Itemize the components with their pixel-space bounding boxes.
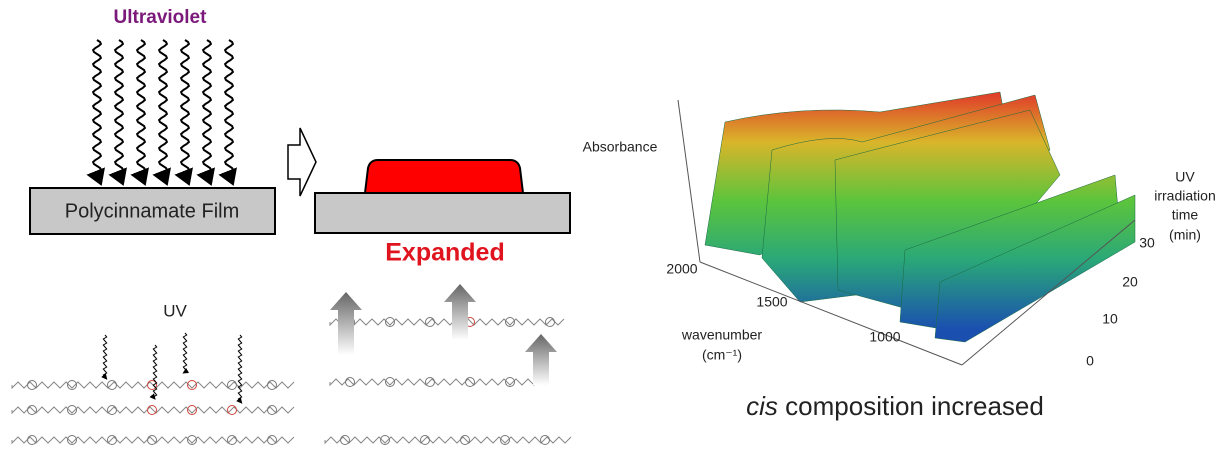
ring <box>268 406 277 415</box>
y-axis-label: UV <box>1175 169 1195 185</box>
molecules <box>12 318 571 445</box>
x-axis-label: wavenumber <box>681 327 762 343</box>
expansion-arrows <box>330 284 557 385</box>
uv-arrow <box>115 40 123 184</box>
ring <box>108 381 117 390</box>
uv-arrows <box>93 40 233 184</box>
caption-italic: cis <box>746 391 778 421</box>
y-axis-label: (min) <box>1169 227 1201 243</box>
uv-arrow <box>93 40 101 184</box>
ring <box>461 436 470 445</box>
caption: cis composition increased <box>746 391 1044 421</box>
ring <box>28 381 37 390</box>
ring <box>541 436 550 445</box>
polymer-chain <box>12 437 294 443</box>
expanded-label: Expanded <box>385 239 504 267</box>
polymer-chain <box>330 319 564 325</box>
uv-arrow <box>159 40 167 184</box>
ring <box>108 406 117 415</box>
uv-small-arrow <box>103 335 106 379</box>
ring <box>346 378 355 387</box>
ring <box>148 436 157 445</box>
y-tick-label: 30 <box>1139 235 1155 251</box>
ring <box>268 436 277 445</box>
film-label: Polycinnamate Film <box>65 200 240 222</box>
ring <box>466 378 475 387</box>
ring <box>421 436 430 445</box>
x-tick-label: 1500 <box>756 294 787 310</box>
figure: Ultraviolet Polycinnamate Film Expanded … <box>0 0 1225 451</box>
uv-label: Ultraviolet <box>114 7 208 28</box>
uv-small-arrow <box>153 345 156 399</box>
y-tick-label: 0 <box>1086 353 1094 369</box>
ring <box>341 436 350 445</box>
x-tick-label: 1000 <box>869 329 900 345</box>
y-axis-label: time <box>1172 207 1199 223</box>
y-axis-label: irradiation <box>1154 188 1215 204</box>
uv-arrow <box>137 40 145 184</box>
uv-small-arrow <box>183 333 186 373</box>
ring <box>546 318 555 327</box>
ring <box>228 406 237 415</box>
uv-arrow <box>203 40 211 184</box>
ring <box>108 436 117 445</box>
ring <box>228 436 237 445</box>
y-tick-label: 10 <box>1102 311 1118 327</box>
x-tick-label: 2000 <box>666 261 697 277</box>
z-axis-label: Absorbance <box>583 139 658 155</box>
ring <box>28 406 37 415</box>
ring <box>268 381 277 390</box>
x-axis-label: (cm⁻¹) <box>702 347 742 363</box>
ring <box>426 378 435 387</box>
ring <box>148 406 157 415</box>
y-tick-label: 20 <box>1122 274 1138 290</box>
uv-short-label: UV <box>163 301 187 320</box>
ring <box>28 436 37 445</box>
uv-small-arrow <box>238 335 241 403</box>
caption-text: composition increased <box>785 391 1044 421</box>
ring <box>426 318 435 327</box>
film-expanded <box>315 193 570 233</box>
expanded-region <box>365 160 523 193</box>
polymer-chain <box>325 437 571 443</box>
uv-arrow <box>181 40 189 184</box>
ring <box>228 381 237 390</box>
uv-arrow <box>225 40 233 184</box>
polymer-chain <box>12 407 294 413</box>
process-arrow <box>288 128 316 196</box>
